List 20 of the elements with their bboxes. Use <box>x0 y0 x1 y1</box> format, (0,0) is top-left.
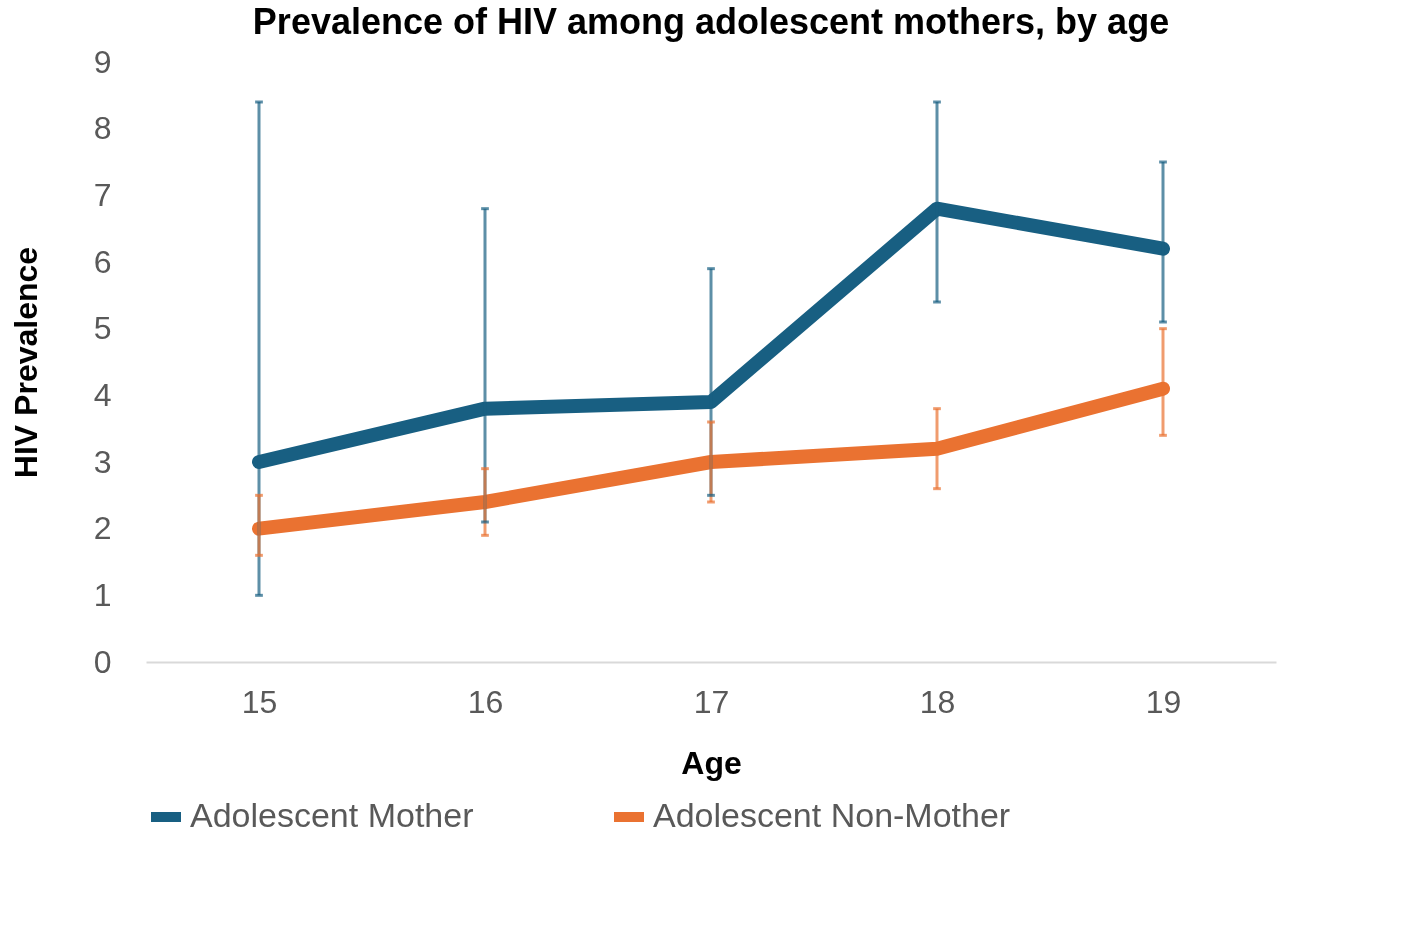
y-tick-label: 5 <box>93 310 112 347</box>
y-tick-label: 2 <box>93 510 112 547</box>
y-tick-label: 0 <box>93 643 112 680</box>
y-tick-label: 4 <box>93 376 112 413</box>
y-tick-label: 8 <box>93 110 112 147</box>
x-tick-label: 19 <box>1145 683 1182 720</box>
x-tick-label: 18 <box>919 683 956 720</box>
y-axis-title: HIV Prevalence <box>7 246 44 479</box>
y-tick-label: 6 <box>93 243 112 280</box>
x-tick-label: 17 <box>693 683 730 720</box>
y-tick-label: 9 <box>93 43 112 80</box>
legend-label: Adolescent Non-Mother <box>653 796 1011 834</box>
y-tick-label: 1 <box>93 576 112 613</box>
x-tick-label: 15 <box>241 683 278 720</box>
x-axis-title: Age <box>681 744 742 781</box>
y-tick-label: 3 <box>93 443 112 480</box>
x-tick-label: 16 <box>467 683 504 720</box>
legend-label: Adolescent Mother <box>190 796 474 834</box>
y-tick-label: 7 <box>93 176 112 213</box>
chart-title: Prevalence of HIV among adolescent mothers, by age <box>252 1 1170 42</box>
